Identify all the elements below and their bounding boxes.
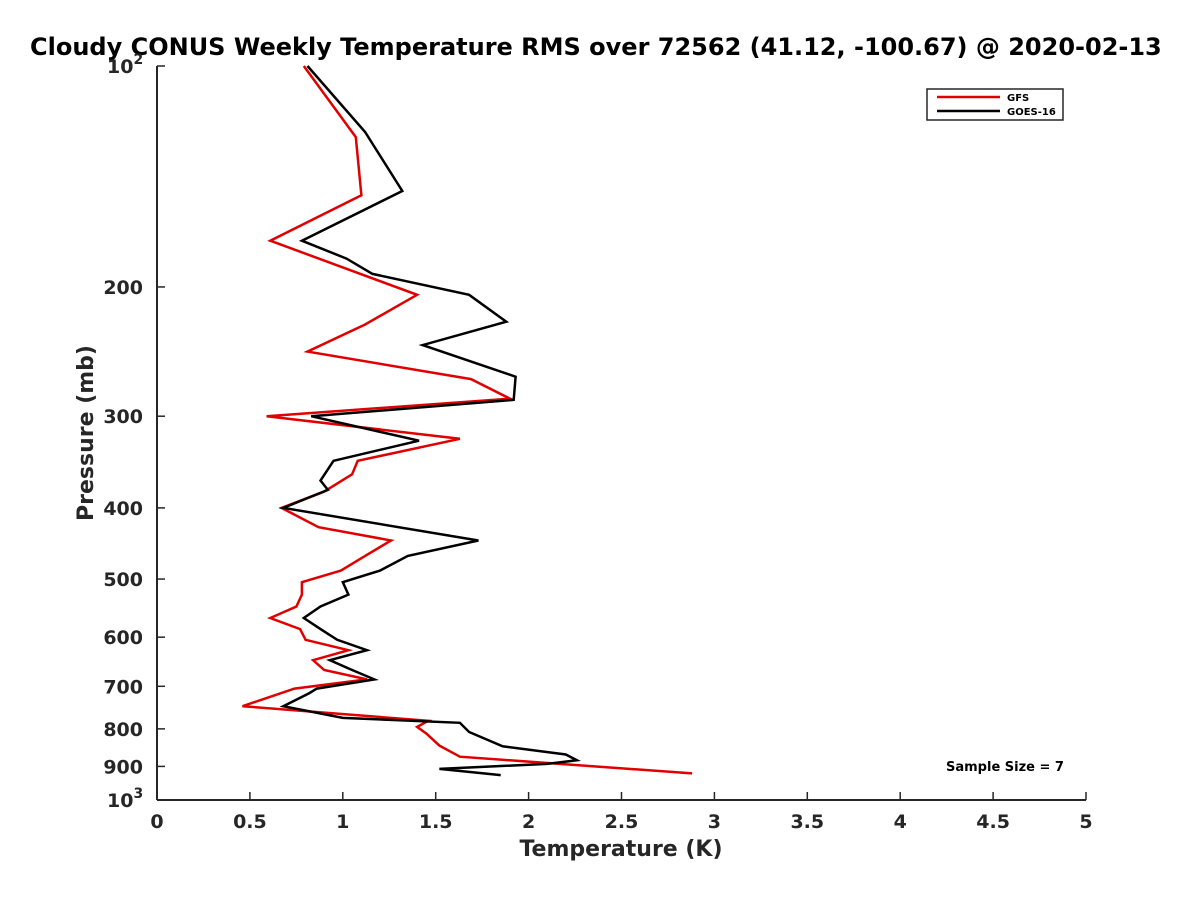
- x-axis-label: Temperature (K): [519, 837, 722, 862]
- series-line-gfs: [242, 65, 693, 775]
- legend-label-goes16: GOES-16: [1007, 107, 1056, 118]
- y-tick-label: 600: [103, 627, 143, 649]
- x-tick-label: 3.5: [790, 811, 824, 833]
- y-tick-label: 102: [107, 52, 143, 78]
- chart-title: Cloudy CONUS Weekly Temperature RMS over…: [30, 33, 1162, 61]
- axes: [156, 66, 1086, 801]
- x-tick-label: 4.5: [976, 811, 1010, 833]
- x-tick-label: 2: [522, 811, 535, 833]
- legend: GFS GOES-16: [926, 88, 1064, 121]
- x-tick-label: 2.5: [605, 811, 639, 833]
- y-axis-label: Pressure (mb): [74, 345, 99, 521]
- x-tick-label: 0: [150, 811, 163, 833]
- legend-label-gfs: GFS: [1007, 93, 1029, 104]
- legend-box: [926, 88, 1064, 121]
- sample-size-annotation: Sample Size = 7: [946, 760, 1064, 775]
- x-tick-label: 1: [336, 811, 349, 833]
- x-tick-label: 4: [894, 811, 907, 833]
- y-tick-label: 103: [107, 786, 143, 812]
- y-tick-label: 200: [103, 277, 143, 299]
- series-lines: [242, 65, 693, 777]
- y-tick-label: 400: [103, 498, 143, 520]
- y-tick-label: 900: [103, 756, 143, 778]
- series-line-goes16: [278, 65, 582, 777]
- x-ticks: 0 0.5 1 1.5 2 2.5 3 3.5 4 4.5 5: [150, 792, 1093, 833]
- y-tick-label: 800: [103, 719, 143, 741]
- x-tick-label: 1.5: [419, 811, 453, 833]
- y-tick-label: 500: [103, 569, 143, 591]
- x-tick-label: 3: [708, 811, 721, 833]
- y-tick-label: 300: [103, 406, 143, 428]
- x-tick-label: 5: [1079, 811, 1092, 833]
- x-tick-label: 0.5: [233, 811, 267, 833]
- y-ticks: 102 200 300 400 500 600 700 800 900 103: [103, 52, 165, 812]
- y-tick-label: 700: [103, 676, 143, 698]
